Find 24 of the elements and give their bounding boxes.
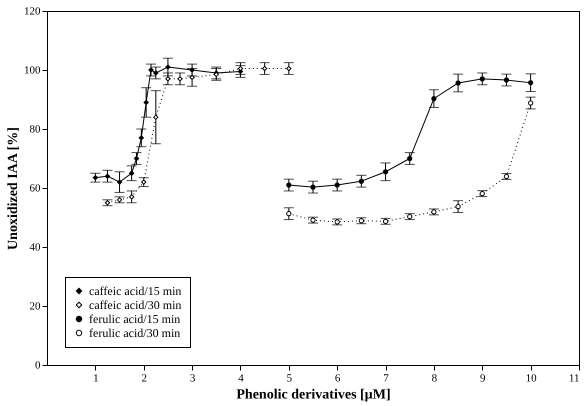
x-tick-label: 4 — [238, 372, 244, 384]
y-axis-title: Unoxidized IAA [%] — [6, 127, 21, 250]
x-tick-label: 10 — [526, 372, 538, 384]
x-tick-label: 3 — [190, 372, 196, 384]
y-tick-label: 60 — [30, 182, 41, 194]
legend-label: ferulic acid/15 min — [89, 312, 180, 326]
x-tick-label: 6 — [334, 372, 341, 384]
legend-label: caffeic acid/30 min — [89, 298, 182, 312]
y-tick-label: 40 — [30, 242, 41, 254]
y-tick-label: 0 — [35, 360, 41, 372]
x-tick-label: 5 — [286, 372, 293, 384]
legend-label: caffeic acid/15 min — [89, 284, 182, 298]
y-tick-label: 100 — [24, 64, 41, 76]
y-tick-label: 20 — [30, 300, 41, 312]
y-tick-label: 120 — [24, 6, 41, 18]
x-tick-label: 7 — [383, 372, 390, 384]
y-tick-label: 80 — [30, 124, 41, 136]
x-tick-label: 11 — [568, 372, 580, 384]
x-tick-label: 2 — [141, 372, 147, 384]
legend-label: ferulic acid/30 min — [89, 326, 180, 340]
x-tick-label: 9 — [480, 372, 486, 384]
x-axis-title: Phenolic derivatives [µM] — [236, 388, 391, 402]
x-tick-label: 8 — [432, 372, 438, 384]
x-tick-label: 1 — [93, 372, 99, 384]
